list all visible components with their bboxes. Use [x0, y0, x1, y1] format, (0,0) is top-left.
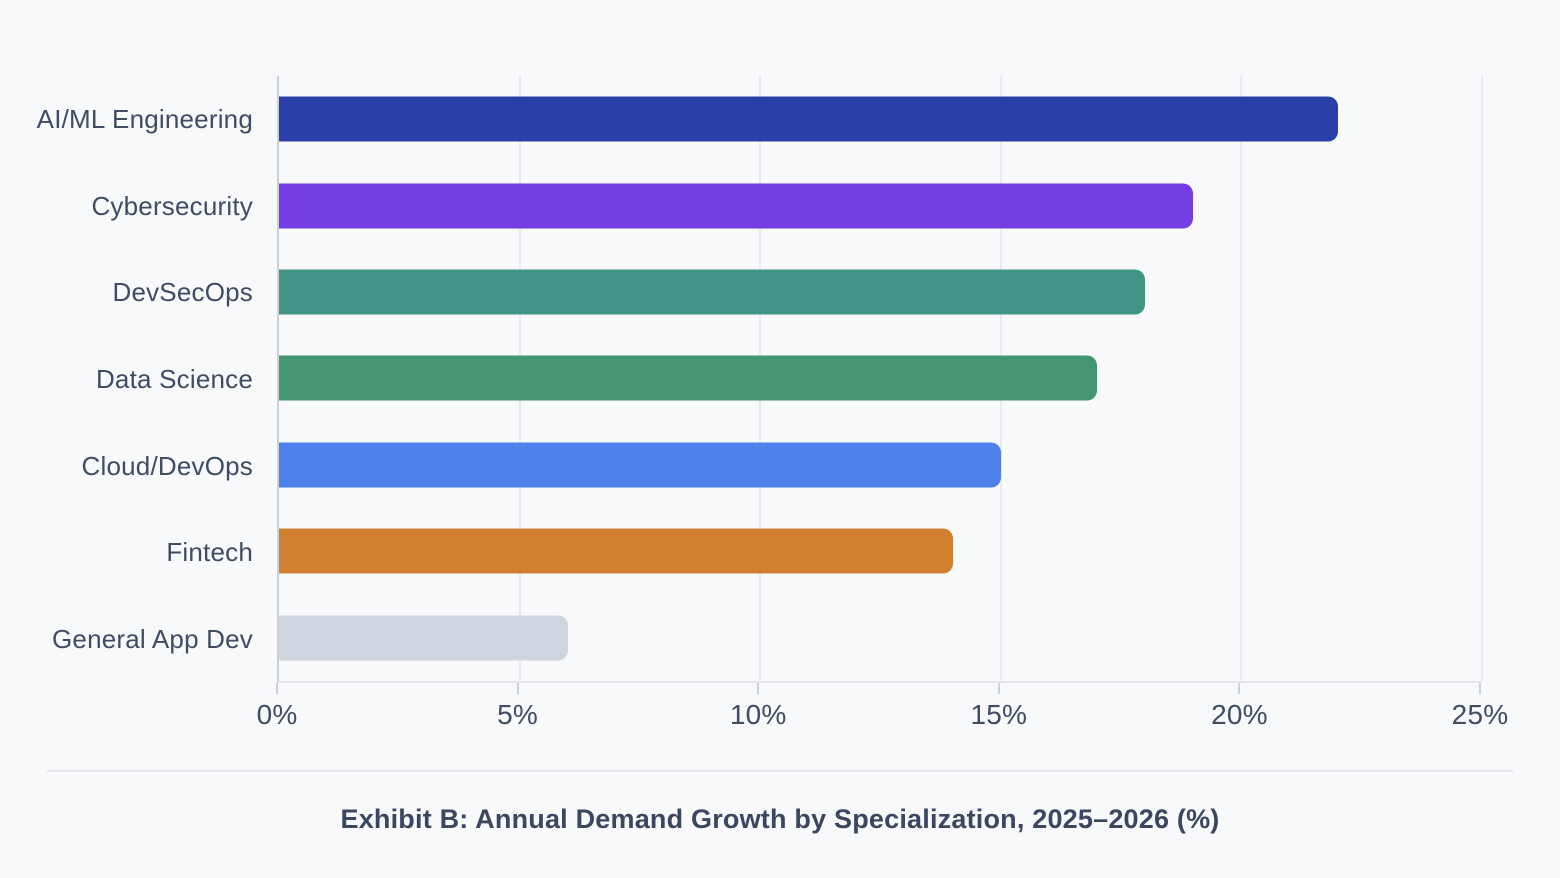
category-label-data-science: Data Science: [95, 364, 253, 395]
bar-fintech: [279, 528, 953, 574]
x-tick-0pct: [276, 683, 278, 694]
x-tick-label-20pct: 20%: [1211, 699, 1268, 730]
bar-row-devsecops: [279, 249, 1482, 335]
plot-area: [277, 76, 1483, 683]
caption-divider: [47, 770, 1513, 772]
category-label-fintech: Fintech: [166, 537, 253, 568]
y-axis-category-labels: AI/ML Engineering Cybersecurity DevSecOps D…: [0, 76, 253, 683]
bar-devsecops: [279, 269, 1146, 315]
x-tick-5pct: [516, 683, 519, 694]
x-tick-15pct: [997, 683, 1000, 694]
bar-row-fintech: [279, 508, 1482, 594]
x-tick-20pct: [1238, 683, 1241, 694]
category-label-ai-ml-engineering: AI/ML Engineering: [36, 103, 253, 134]
x-tick-label-25pct: 25%: [1451, 699, 1509, 730]
category-label-general-app-dev: General App Dev: [51, 624, 253, 655]
gridline-25pct: [1481, 76, 1483, 681]
bar-row-general-app-dev: [279, 595, 1482, 681]
bar-row-data-science: [279, 335, 1482, 421]
bar-cybersecurity: [279, 183, 1194, 229]
bar-general-app-dev: [279, 615, 568, 661]
bar-cloud-devops: [279, 442, 1001, 488]
gridline-20pct: [1240, 76, 1243, 681]
category-label-cybersecurity: Cybersecurity: [91, 190, 253, 221]
x-tick-25pct: [1479, 683, 1481, 694]
bar-row-ai-ml-engineering: [279, 76, 1482, 162]
bar-data-science: [279, 355, 1098, 401]
category-label-devsecops: DevSecOps: [112, 277, 253, 308]
x-tick-label-15pct: 15%: [970, 699, 1028, 730]
x-tick-10pct: [757, 683, 760, 694]
x-tick-label-0pct: 0%: [256, 699, 298, 730]
chart-caption: Exhibit B: Annual Demand Growth by Speci…: [340, 804, 1220, 834]
x-tick-label-10pct: 10%: [729, 699, 787, 730]
x-tick-label-5pct: 5%: [497, 699, 539, 730]
bar-ai-ml-engineering: [279, 96, 1338, 142]
bar-row-cybersecurity: [279, 162, 1482, 248]
category-label-cloud-devops: Cloud/DevOps: [81, 450, 253, 481]
bar-row-cloud-devops: [279, 422, 1482, 508]
